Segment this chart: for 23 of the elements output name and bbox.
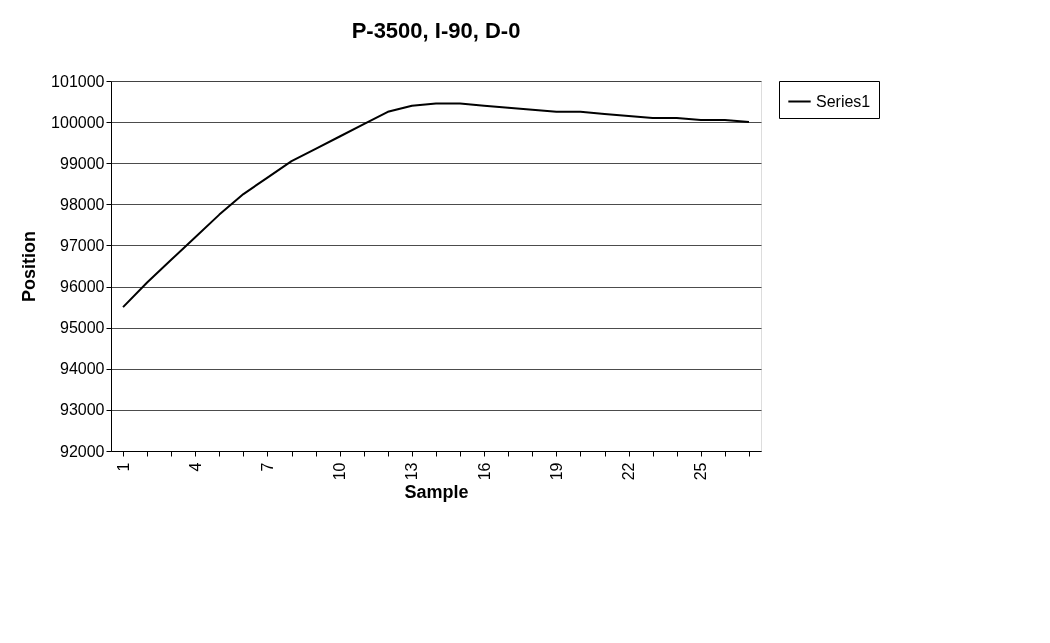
- x-tick-label: 13: [403, 462, 421, 481]
- y-tick-label: 97000: [60, 236, 105, 254]
- y-tick-label: 96000: [60, 278, 105, 296]
- y-tick-label: 93000: [60, 401, 105, 419]
- x-tick-label: 25: [692, 462, 710, 481]
- legend-label: Series1: [816, 92, 871, 110]
- x-tick-label: 4: [186, 462, 204, 472]
- y-tick-label: 100000: [51, 113, 105, 131]
- y-tick-label: 92000: [60, 442, 105, 460]
- x-tick-label: 7: [258, 462, 276, 472]
- y-tick-label: 94000: [60, 360, 105, 378]
- y-tick-label: 101000: [51, 72, 105, 90]
- x-axis-title: Sample: [404, 482, 469, 503]
- x-tick-label: 1: [114, 462, 132, 472]
- x-tick-label: 16: [475, 462, 493, 481]
- x-tick-label: 22: [620, 462, 638, 481]
- y-tick-label: 95000: [60, 319, 105, 337]
- y-tick-label: 99000: [60, 154, 105, 172]
- chart-title: P-3500, I-90, D-0: [351, 18, 521, 43]
- x-tick-label: 19: [547, 462, 565, 481]
- y-axis-title: Position: [19, 231, 40, 302]
- y-tick-label: 98000: [60, 195, 105, 213]
- x-tick-label: 10: [331, 462, 349, 481]
